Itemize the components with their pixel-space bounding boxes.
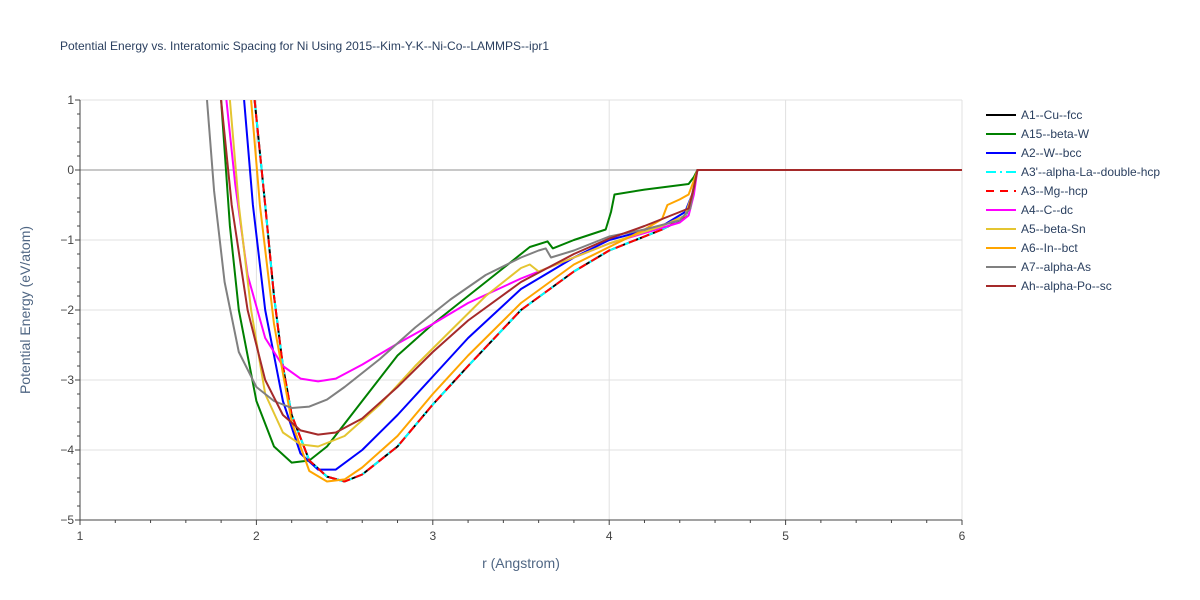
y-tick-label: −4 xyxy=(60,443,74,457)
legend-item-a3-alpha-la-double-hcp[interactable]: A3'--alpha-La--double-hcp xyxy=(986,165,1160,179)
x-tick-label: 1 xyxy=(77,529,84,543)
x-axis-label: r (Angstrom) xyxy=(482,555,560,571)
axes: 1 2 3 4 5 6 1 0 −1 −2 −3 −4 −5 xyxy=(60,93,965,543)
legend-item-a2-w-bcc[interactable]: A2--W--bcc xyxy=(986,146,1081,160)
legend-label: A15--beta-W xyxy=(1021,127,1090,141)
x-tick-label: 2 xyxy=(253,529,260,543)
y-tick-label: −3 xyxy=(60,373,74,387)
legend-item-a5-beta-sn[interactable]: A5--beta-Sn xyxy=(986,222,1086,236)
y-tick-label: −2 xyxy=(60,303,74,317)
y-axis-label: Potential Energy (eV/atom) xyxy=(17,226,33,394)
legend-item-a6-in-bct[interactable]: A6--In--bct xyxy=(986,241,1078,255)
y-tick-label: −1 xyxy=(60,233,74,247)
series-line-a7-alpha-as xyxy=(206,100,962,409)
legend-label: A6--In--bct xyxy=(1021,241,1078,255)
series-line-a3-mg-hcp xyxy=(253,100,962,483)
series-line-a2-w-bcc xyxy=(243,100,962,471)
legend-item-a1-cu-fcc[interactable]: A1--Cu--fcc xyxy=(986,108,1082,122)
series-line-a5-beta-sn xyxy=(228,100,962,448)
x-tick-label: 5 xyxy=(782,529,789,543)
x-tick-label: 3 xyxy=(429,529,436,543)
series-line-ah-alpha-po-sc xyxy=(220,100,962,436)
legend-label: A4--C--dc xyxy=(1021,203,1073,217)
legend-item-ah-alpha-po-sc[interactable]: Ah--alpha-Po--sc xyxy=(986,279,1112,293)
legend-item-a3-mg-hcp[interactable]: A3--Mg--hcp xyxy=(986,184,1088,198)
legend-label: A7--alpha-As xyxy=(1021,260,1091,274)
y-tick-label: −5 xyxy=(60,513,74,527)
series-layer xyxy=(206,100,962,483)
y-tick-label: 1 xyxy=(67,93,74,107)
series-line-a15-beta-w xyxy=(220,100,962,464)
legend-label: A3'--alpha-La--double-hcp xyxy=(1021,165,1160,179)
legend-item-a15-beta-w[interactable]: A15--beta-W xyxy=(986,127,1090,141)
legend[interactable]: A1--Cu--fcc A15--beta-W A2--W--bcc A3'--alp… xyxy=(986,108,1160,293)
series-line-a1-cu-fcc xyxy=(253,100,962,483)
legend-label: A1--Cu--fcc xyxy=(1021,108,1082,122)
legend-label: A3--Mg--hcp xyxy=(1021,184,1088,198)
legend-label: A2--W--bcc xyxy=(1021,146,1081,160)
legend-label: A5--beta-Sn xyxy=(1021,222,1086,236)
chart-title: Potential Energy vs. Interatomic Spacing… xyxy=(60,39,549,53)
x-tick-label: 4 xyxy=(606,529,613,543)
series-line-a4-c-dc xyxy=(225,100,962,383)
x-tick-label: 6 xyxy=(959,529,966,543)
series-line-a6-in-bct xyxy=(250,100,962,483)
y-tick-label: 0 xyxy=(67,163,74,177)
legend-item-a4-c-dc[interactable]: A4--C--dc xyxy=(986,203,1073,217)
legend-item-a7-alpha-as[interactable]: A7--alpha-As xyxy=(986,260,1091,274)
legend-label: Ah--alpha-Po--sc xyxy=(1021,279,1112,293)
series-line-a3-alpha-la-double-hcp xyxy=(253,100,962,483)
